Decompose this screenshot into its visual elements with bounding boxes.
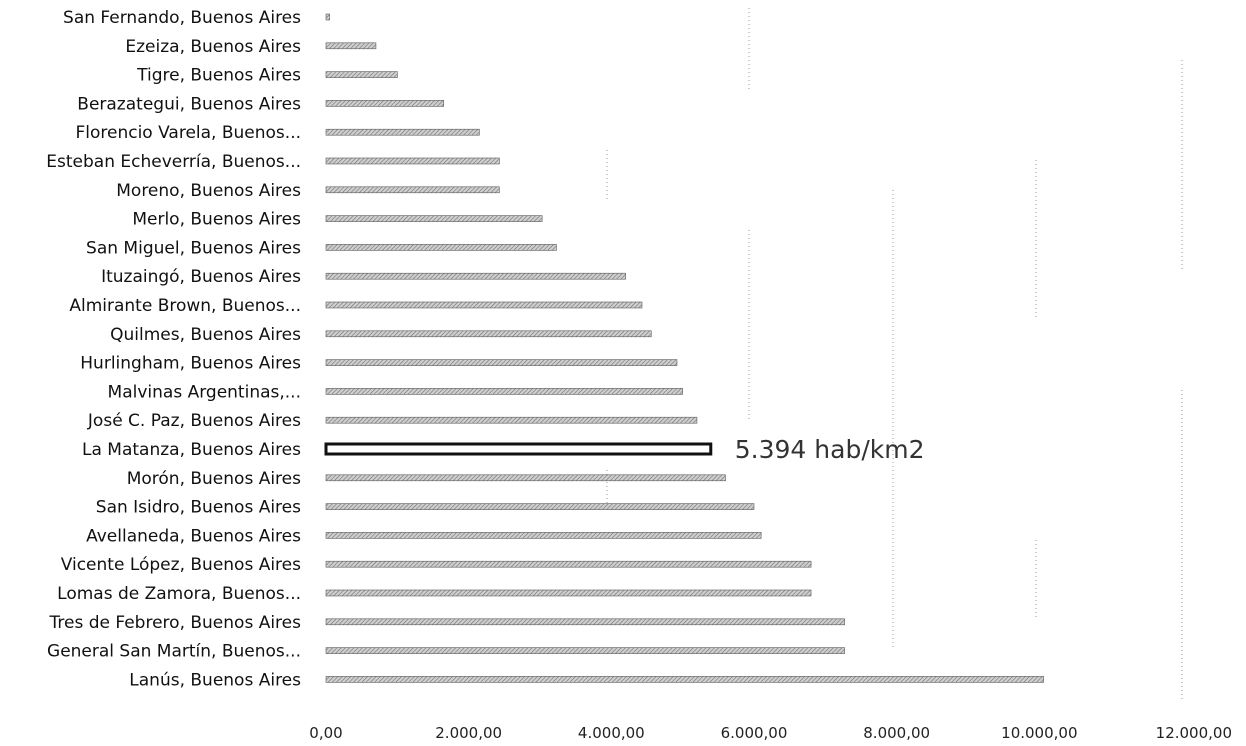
category-label: Esteban Echeverría, Buenos... bbox=[46, 152, 301, 172]
category-labels: San Fernando, Buenos Aires Ezeiza, Buenos… bbox=[46, 8, 301, 690]
category-label: San Miguel, Buenos Aires bbox=[86, 238, 301, 258]
bar bbox=[325, 474, 726, 482]
x-tick-label: 12.000,00 bbox=[1156, 724, 1232, 742]
category-label: Morón, Buenos Aires bbox=[127, 469, 301, 489]
category-label: San Isidro, Buenos Aires bbox=[96, 498, 301, 518]
bar bbox=[325, 503, 755, 510]
x-tick-label: 4.000,00 bbox=[578, 724, 645, 742]
category-label: Tres de Febrero, Buenos Aires bbox=[49, 613, 302, 633]
category-label: Almirante Brown, Buenos... bbox=[69, 296, 301, 316]
bar bbox=[325, 128, 480, 136]
category-label: Moreno, Buenos Aires bbox=[116, 181, 301, 201]
category-label: Hurlingham, Buenos Aires bbox=[80, 354, 301, 374]
category-label: Lomas de Zamora, Buenos... bbox=[57, 584, 301, 604]
bar bbox=[325, 186, 500, 194]
bar bbox=[325, 359, 678, 366]
x-tick-label: 6.000,00 bbox=[721, 724, 788, 742]
bar bbox=[325, 330, 652, 338]
bar bbox=[325, 618, 845, 626]
bars-group bbox=[324, 13, 1044, 683]
bar bbox=[325, 157, 500, 165]
bar bbox=[325, 13, 330, 21]
category-label: Berazategui, Buenos Aires bbox=[77, 94, 301, 114]
category-label: La Matanza, Buenos Aires bbox=[82, 440, 301, 460]
category-label: General San Martín, Buenos... bbox=[47, 642, 301, 662]
x-tick-label: 0,00 bbox=[309, 724, 342, 742]
category-label: Vicente López, Buenos Aires bbox=[61, 555, 301, 575]
faint-scan-lines bbox=[606, 8, 1183, 700]
category-label: José C. Paz, Buenos Aires bbox=[87, 411, 301, 431]
bar bbox=[325, 244, 557, 251]
x-tick-label: 2.000,00 bbox=[435, 724, 502, 742]
category-label: San Fernando, Buenos Aires bbox=[63, 8, 301, 28]
highlight-data-label: 5.394 hab/km2 bbox=[735, 435, 925, 464]
category-label: Avellaneda, Buenos Aires bbox=[86, 526, 301, 546]
bar bbox=[325, 388, 683, 395]
x-tick-label: 8.000,00 bbox=[863, 724, 930, 742]
category-label: Florencio Varela, Buenos... bbox=[75, 123, 301, 143]
category-label: Ezeiza, Buenos Aires bbox=[125, 37, 301, 57]
category-label: Merlo, Buenos Aires bbox=[132, 210, 301, 230]
bar bbox=[325, 589, 812, 597]
bar bbox=[325, 560, 812, 568]
bar-highlighted bbox=[324, 442, 713, 456]
bar bbox=[325, 301, 643, 309]
category-label: Lanús, Buenos Aires bbox=[129, 670, 301, 690]
bar bbox=[325, 100, 444, 107]
category-label: Quilmes, Buenos Aires bbox=[110, 325, 301, 345]
x-axis-tick-labels: 0,00 2.000,00 4.000,00 6.000,00 8.000,00 10.0… bbox=[309, 724, 1232, 742]
bar bbox=[325, 272, 626, 280]
bar bbox=[325, 416, 698, 424]
bar bbox=[325, 42, 377, 50]
bar bbox=[325, 215, 543, 222]
bar bbox=[325, 676, 1044, 683]
x-tick-label: 10.000,00 bbox=[1001, 724, 1077, 742]
category-label: Ituzaingó, Buenos Aires bbox=[101, 267, 301, 287]
category-label: Malvinas Argentinas,... bbox=[108, 382, 301, 402]
category-label: Tigre, Buenos Aires bbox=[136, 66, 301, 86]
bar bbox=[325, 532, 762, 539]
bar bbox=[325, 71, 398, 78]
bar bbox=[325, 647, 845, 654]
